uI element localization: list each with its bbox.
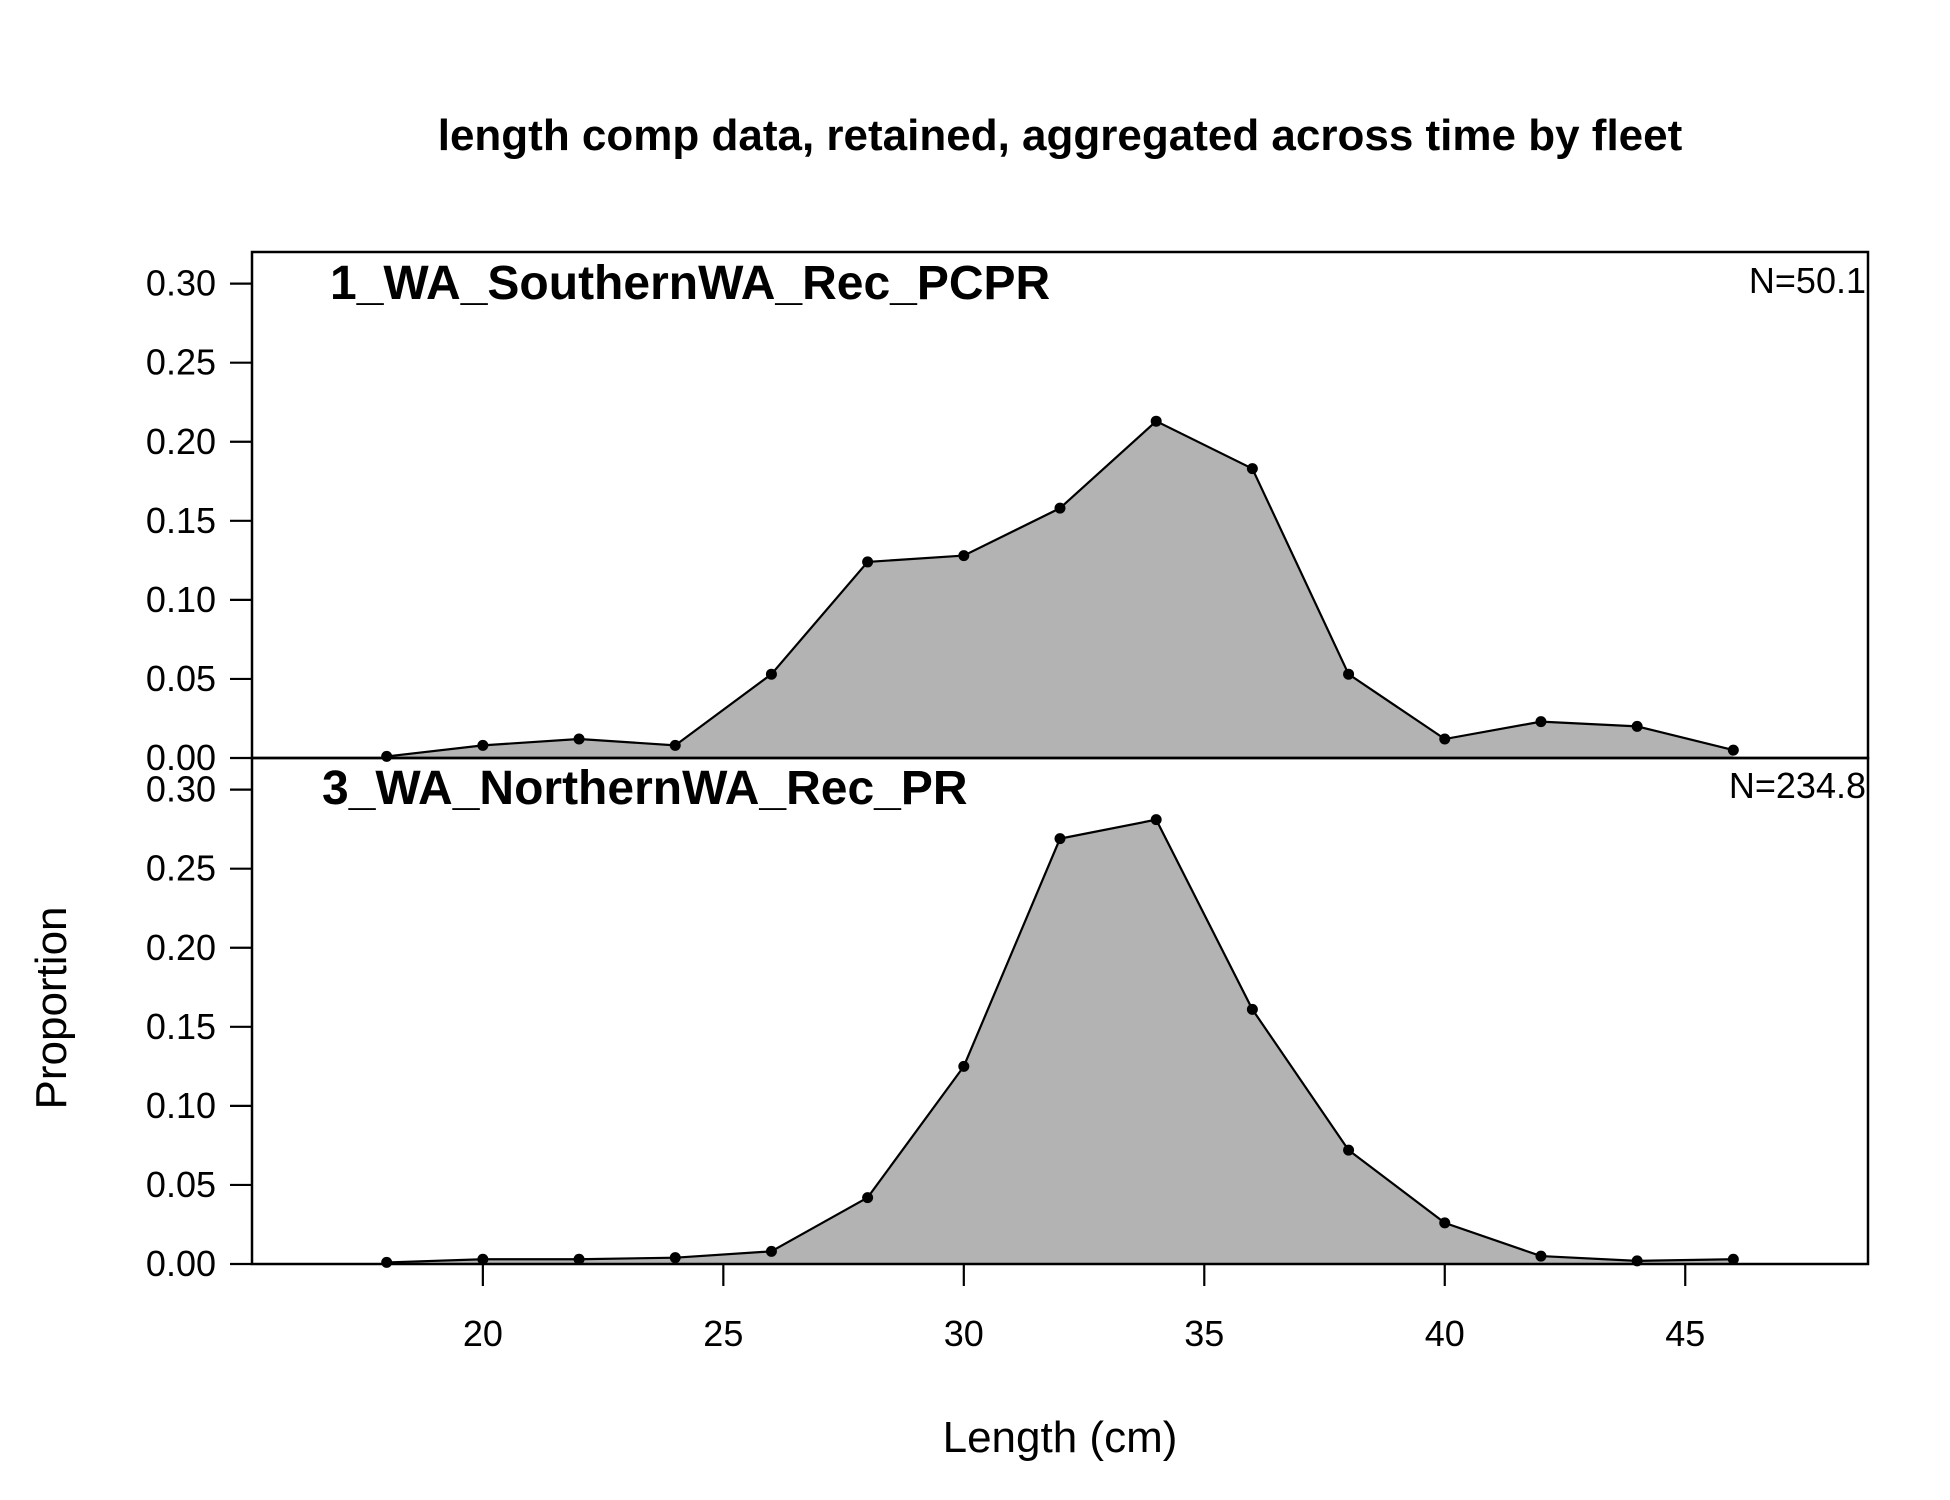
panel-bottom-point <box>477 1253 489 1265</box>
panel-top-point <box>1343 668 1355 680</box>
panel-top-y-tick-label: 0.20 <box>146 421 216 462</box>
panel-bottom-y-tick-label: 0.30 <box>146 769 216 810</box>
panel-top-area <box>386 421 1734 758</box>
panel-bottom-area <box>386 819 1734 1264</box>
panel-bottom-point <box>1535 1250 1547 1262</box>
panel-top-point <box>477 739 489 751</box>
panel-top-point <box>862 556 874 568</box>
y-axis-title: Proportion <box>27 906 76 1109</box>
panel-bottom-y-tick-label: 0.10 <box>146 1085 216 1126</box>
panel-top-point <box>381 750 393 762</box>
panel-top-y-tick-label: 0.00 <box>146 737 216 778</box>
panel-top-point <box>1054 502 1066 514</box>
panel-bottom-n-label: N=234.8 <box>1729 765 1866 806</box>
panel-top-point <box>1246 463 1258 475</box>
panel-top-y-tick-label: 0.15 <box>146 500 216 541</box>
x-axis-title: Length (cm) <box>943 1413 1178 1462</box>
panel-bottom-point <box>958 1060 970 1072</box>
x-tick-label: 40 <box>1425 1313 1465 1354</box>
panel-bottom-frame <box>250 756 1870 1266</box>
panel-top-label: 1_WA_SouthernWA_Rec_PCPR <box>330 257 1050 310</box>
x-tick-label: 45 <box>1665 1313 1705 1354</box>
panel-top-y-tick-label: 0.10 <box>146 579 216 620</box>
panel-bottom-point <box>669 1252 681 1264</box>
panel-top-y-tick-label: 0.30 <box>146 263 216 304</box>
panel-top-point <box>669 739 681 751</box>
x-tick-label: 25 <box>703 1313 743 1354</box>
panel-top-point <box>573 733 585 745</box>
panel-bottom-point <box>1727 1253 1739 1265</box>
panel-bottom-label: 3_WA_NorthernWA_Rec_PR <box>322 762 968 815</box>
panel-bottom-point <box>1246 1003 1258 1015</box>
panel-bottom-y-tick-label: 0.25 <box>146 848 216 889</box>
panel-top-point <box>1150 415 1162 427</box>
x-tick-label: 30 <box>944 1313 984 1354</box>
panel-top-point <box>1439 733 1451 745</box>
panel-bottom-y-tick-label: 0.00 <box>146 1243 216 1284</box>
panel-top-point <box>1535 716 1547 728</box>
panel-top-point <box>765 668 777 680</box>
panel-bottom-point <box>573 1253 585 1265</box>
panel-top-point <box>958 550 970 562</box>
panel-top-point <box>1727 744 1739 756</box>
panel-bottom-point <box>862 1192 874 1204</box>
panel-bottom-point <box>765 1245 777 1257</box>
x-tick-label: 20 <box>463 1313 503 1354</box>
panel-top-point <box>1631 720 1643 732</box>
panel-top-y-tick-label: 0.05 <box>146 658 216 699</box>
panel-bottom-y-tick-label: 0.20 <box>146 927 216 968</box>
panel-bottom-point <box>1343 1144 1355 1156</box>
panel-top-n-label: N=50.1 <box>1749 260 1866 301</box>
panel-top: 1_WA_SouthernWA_Rec_PCPR N=50.1 0.00 0.05… <box>146 250 1870 778</box>
panel-bottom-point <box>1054 833 1066 845</box>
panel-bottom-point <box>381 1256 393 1268</box>
panel-bottom-y-tick-label: 0.05 <box>146 1164 216 1205</box>
panel-top-y-tick-label: 0.25 <box>146 342 216 383</box>
chart-title: length comp data, retained, aggregated a… <box>438 111 1683 160</box>
panel-bottom-point <box>1150 814 1162 826</box>
panel-bottom: 3_WA_NorthernWA_Rec_PR N=234.8 0.00 0.05 0… <box>146 756 1870 1284</box>
panel-bottom-y-tick-label: 0.15 <box>146 1006 216 1047</box>
x-tick-label: 35 <box>1184 1313 1224 1354</box>
panel-bottom-point <box>1439 1217 1451 1229</box>
x-axis: 20 25 30 35 40 45 <box>463 1264 1705 1354</box>
